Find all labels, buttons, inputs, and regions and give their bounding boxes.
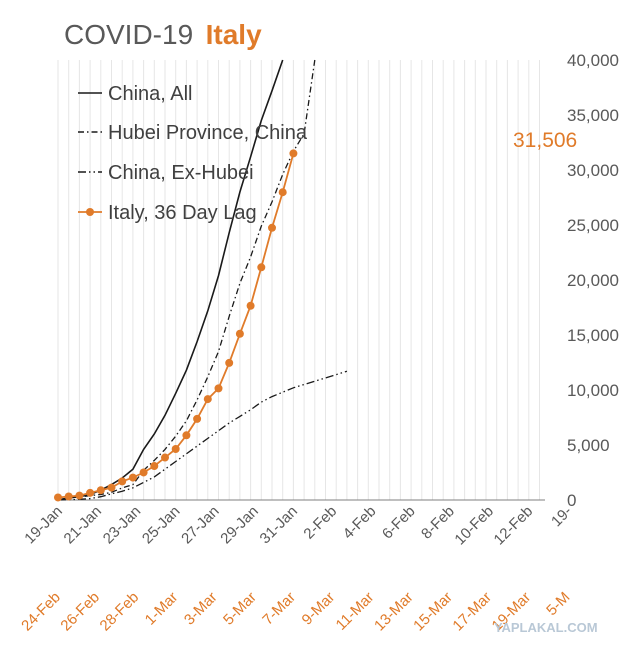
italy-data-point: [86, 488, 95, 497]
legend-label-china-all: China, All: [108, 83, 193, 105]
italy-data-point: [107, 483, 116, 492]
italy-data-point: [75, 491, 84, 500]
x-tick-label-china: 6-Feb: [379, 503, 419, 543]
x-tick-label-china: 27-Jan: [178, 503, 222, 547]
italy-data-point: [225, 358, 234, 367]
x-tick-label-italy: 17-Mar: [449, 589, 495, 635]
y-tick-label: 10,000: [567, 381, 619, 400]
x-tick-label-china: 23-Jan: [100, 503, 144, 547]
italy-markers: [54, 149, 298, 502]
italy-data-point: [193, 414, 202, 423]
italy-data-point: [182, 431, 191, 440]
series-line-2: [57, 370, 348, 501]
x-tick-label-china: 21-Jan: [61, 503, 105, 547]
italy-data-point: [278, 188, 287, 197]
italy-data-point: [161, 453, 169, 462]
x-tick-label-china: 31-Jan: [257, 503, 301, 547]
x-tick-label-china: 29-Jan: [217, 503, 261, 547]
x-tick-label-china: 12-Feb: [491, 503, 537, 549]
legend-marker-italy: [86, 208, 94, 216]
x-axis-ticks-china: 19-Jan21-Jan23-Jan25-Jan27-Jan29-Jan31-J…: [21, 503, 575, 549]
y-axis-ticks: 0 5,000 10,000 15,000 20,000 25,000 30,000 35,0…: [567, 51, 619, 510]
gridlines: [57, 60, 540, 500]
italy-data-point: [289, 149, 298, 158]
italy-data-point: [64, 492, 73, 501]
italy-data-point: [257, 263, 266, 272]
title-accent: Italy: [206, 19, 262, 50]
y-tick-label: 40,000: [567, 51, 619, 70]
x-tick-label-china: 2-Feb: [300, 503, 340, 543]
y-tick-label: 5,000: [567, 436, 610, 455]
legend-label-ex-hubei: China, Ex-Hubei: [108, 162, 254, 184]
y-tick-label: 25,000: [567, 216, 619, 235]
italy-data-point: [203, 395, 212, 404]
italy-data-point: [246, 301, 255, 310]
italy-data-point: [128, 473, 137, 482]
y-tick-label: 0: [567, 491, 576, 510]
x-tick-label-italy: 11-Mar: [333, 589, 378, 634]
italy-data-point: [150, 462, 159, 471]
x-tick-label-italy: 1-Mar: [142, 589, 182, 629]
italy-data-point: [118, 477, 127, 486]
y-tick-label: 20,000: [567, 271, 619, 290]
watermark: YAPLAKAL.COM: [494, 620, 598, 635]
italy-data-point: [96, 486, 105, 495]
italy-data-point: [268, 223, 276, 232]
italy-data-point: [171, 445, 180, 454]
chart-title: COVID-19 Italy: [64, 19, 262, 50]
x-tick-label-italy: 24-Feb: [18, 589, 64, 635]
italy-data-point: [235, 329, 244, 338]
x-tick-label-china: 19-Jan: [21, 503, 65, 547]
x-tick-label-italy: 5-Mar: [220, 589, 260, 629]
y-tick-label: 15,000: [567, 326, 619, 345]
legend-label-hubei: Hubei Province, China: [108, 122, 308, 144]
series-line-1: [57, 59, 316, 501]
x-tick-label-china: 25-Jan: [139, 503, 183, 547]
x-tick-label-china: 4-Feb: [340, 503, 380, 543]
italy-data-point: [139, 468, 148, 477]
italy-last-value-label: 31,506: [513, 129, 577, 152]
x-tick-label-italy: 13-Mar: [371, 589, 417, 635]
x-tick-label-italy: 15-Mar: [410, 589, 456, 635]
title-main: COVID-19: [64, 19, 193, 50]
legend: China, All Hubei Province, China China, …: [78, 83, 308, 224]
x-tick-label-italy: 28-Feb: [97, 589, 143, 635]
italy-data-point: [54, 493, 62, 502]
x-tick-label-italy: 26-Feb: [57, 589, 103, 635]
x-tick-label-italy: 5-M: [543, 589, 573, 619]
italy-data-point: [214, 384, 223, 393]
y-tick-label: 30,000: [567, 161, 619, 180]
legend-label-italy: Italy, 36 Day Lag: [108, 202, 257, 224]
x-tick-label-italy: 3-Mar: [181, 589, 221, 629]
x-tick-label-china: 10-Feb: [451, 503, 497, 549]
x-tick-label-italy: 7-Mar: [259, 589, 299, 629]
y-tick-label: 35,000: [567, 106, 619, 125]
